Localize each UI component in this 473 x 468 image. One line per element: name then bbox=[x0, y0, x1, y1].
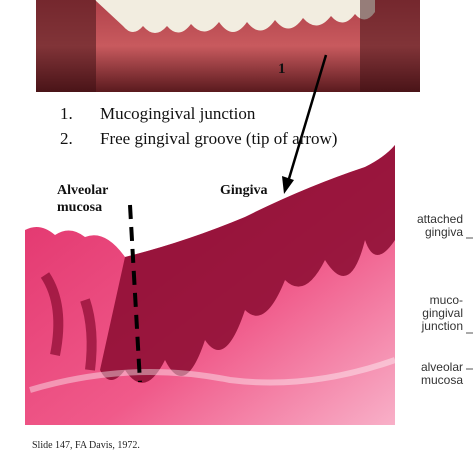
citation: Slide 147, FA Davis, 1972. bbox=[32, 440, 140, 451]
label-line: mucosa bbox=[420, 373, 463, 387]
arrow-head bbox=[282, 176, 294, 194]
junction-marker bbox=[128, 204, 142, 383]
list-text: Free gingival groove (tip of arrow) bbox=[100, 129, 338, 148]
list-text: Mucogingival junction bbox=[100, 104, 256, 123]
teeth bbox=[95, 0, 375, 33]
side-label: alveolar mucosa bbox=[421, 361, 463, 387]
side-label: muco- gingival junction bbox=[422, 294, 463, 333]
list-item: 2. Free gingival groove (tip of arrow) bbox=[60, 129, 337, 149]
alveolar-mucosa-label: Alveolar mucosa bbox=[57, 182, 108, 216]
label-line: alveolar bbox=[420, 360, 463, 374]
label-line: muco- bbox=[429, 293, 463, 307]
label-line: junction bbox=[421, 319, 463, 333]
label-line: attached bbox=[416, 212, 463, 226]
list-number: 1. bbox=[60, 104, 73, 123]
label-line: gingiva bbox=[424, 225, 463, 239]
gingiva-label: Gingiva bbox=[220, 183, 268, 198]
label-line: gingival bbox=[422, 306, 463, 320]
list-number: 2. bbox=[60, 129, 73, 148]
epithelium bbox=[100, 145, 395, 383]
side-label: attached gingiva bbox=[417, 213, 463, 239]
list-item: 1. Mucogingival junction bbox=[60, 104, 255, 124]
label-line: Alveolar bbox=[57, 183, 109, 198]
label-line: mucosa bbox=[57, 200, 103, 215]
photo-marker: 1 bbox=[278, 61, 286, 77]
arrow bbox=[286, 54, 328, 183]
